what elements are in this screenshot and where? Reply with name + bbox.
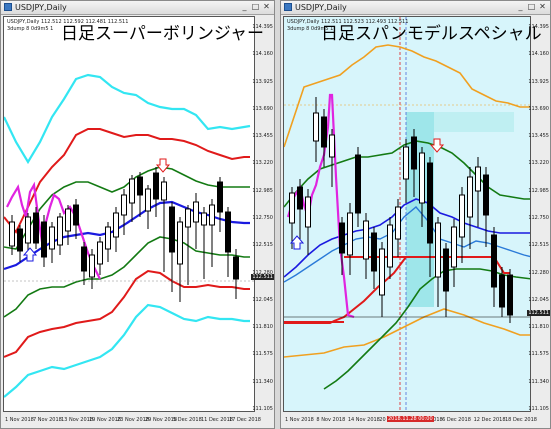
price-tick-label: 111.105 [252, 406, 273, 412]
maximize-button[interactable]: □ [527, 2, 536, 11]
price-tick-label: 113.220 [252, 160, 273, 167]
close-button[interactable]: ✕ [263, 2, 270, 11]
price-tick-label: 113.925 [252, 78, 273, 85]
price-tick-label: 112.515 [528, 242, 549, 249]
window-title-bar[interactable]: USDJPY,Daily _ □ ✕ [1, 1, 274, 15]
chart-window-icon [4, 3, 12, 11]
price-axis[interactable]: 114.395 114.160 113.925 113.690 113.455 113.2… [527, 16, 550, 412]
window-title: USDJPY,Daily [15, 3, 67, 12]
price-tick-label: 112.750 [252, 215, 273, 221]
window-title-bar[interactable]: USDJPY,Daily _ □ ✕ [281, 1, 550, 15]
chart-heading: 日足スパンモデルスペシャル [321, 24, 542, 44]
chart-plot-area[interactable]: USDJPY,Daily 112.511 112.523 112.493 112… [283, 16, 531, 412]
candlestick-series [289, 97, 513, 323]
time-tick-label: 17 Dec 2018 [229, 417, 261, 423]
price-axis[interactable]: 114.395 114.160 113.925 113.690 113.455 113.2… [251, 16, 274, 412]
time-tick-label: 12 Dec 2018 [473, 417, 506, 423]
maximize-button[interactable]: □ [251, 2, 260, 11]
price-tick-label: 111.340 [528, 378, 549, 385]
price-tick-label: 113.690 [252, 105, 273, 112]
price-tick-label: 111.105 [528, 406, 549, 412]
window-title: USDJPY,Daily [295, 3, 347, 12]
lower-2sigma-band [4, 269, 250, 358]
price-tick-label: 111.810 [252, 324, 273, 331]
upper-3sigma-band [4, 73, 251, 165]
time-tick-label: 11 Dec 2018 [201, 417, 233, 423]
ohlc-readout: USDJPY,Daily 112.512 112.592 112.481 112… [7, 19, 129, 25]
selected-time-label: 2018.11.28 00:00 [387, 416, 434, 422]
time-tick-label: 1 Nov 2018 [5, 417, 34, 423]
lower-3sigma-band [4, 303, 250, 398]
price-tick-label: 111.575 [528, 351, 549, 358]
lower-envelope [284, 308, 530, 358]
price-tick-label: 114.160 [528, 51, 549, 58]
price-tick-label: 112.985 [528, 187, 549, 194]
price-tick-label: 112.280 [528, 269, 549, 276]
time-tick-label: 7 Nov 2018 [33, 417, 62, 423]
price-tick-label: 114.395 [252, 24, 273, 30]
price-tick-label: 112.985 [252, 187, 273, 194]
time-tick-label: 1 Nov 2018 [285, 417, 314, 423]
minimize-button[interactable]: _ [518, 2, 523, 11]
price-tick-label: 111.810 [528, 324, 549, 331]
buy-signal-arrow-icon [22, 247, 38, 262]
upper-envelope [284, 44, 530, 148]
price-tick-label: 113.220 [528, 160, 549, 167]
minimize-button[interactable]: _ [242, 2, 247, 11]
time-axis[interactable]: 1 Nov 2018 7 Nov 2018 13 Nov 2018 19 Nov 20… [3, 414, 261, 426]
price-tick-label: 114.160 [252, 51, 273, 58]
time-tick-label: 23 Nov 2018 [117, 417, 150, 423]
chart-window-super-bollinger[interactable]: USDJPY,Daily _ □ ✕ [0, 0, 275, 429]
indicator-readout: 3dump 8 0d9m5 1 [287, 26, 334, 32]
ohlc-readout: USDJPY,Daily 112.511 112.523 112.493 112… [287, 19, 409, 25]
upper-2sigma-band [4, 128, 250, 234]
close-button[interactable]: ✕ [539, 2, 546, 11]
price-tick-label: 113.455 [528, 133, 549, 140]
price-tick-label: 112.045 [252, 296, 273, 303]
upper-span-line [284, 140, 530, 208]
current-price-label: 112.511 [527, 310, 550, 316]
chart-window-icon [284, 3, 292, 11]
lower-1sigma-band [4, 236, 250, 318]
sell-signal-arrow-icon [155, 158, 171, 173]
time-tick-label: 13 Nov 2018 [61, 417, 94, 423]
time-tick-label: 8 Nov 2018 [316, 417, 346, 423]
price-tick-label: 113.925 [528, 78, 549, 85]
time-tick-label: 19 Nov 2018 [89, 417, 122, 423]
price-tick-label: 114.395 [528, 24, 549, 30]
price-tick-label: 113.455 [252, 133, 273, 140]
price-tick-label: 111.575 [252, 351, 273, 358]
chart-heading: 日足スーパーボリンジャー [61, 24, 264, 44]
price-tick-label: 111.340 [252, 378, 273, 385]
time-tick-label: 14 Nov 2018 [347, 417, 380, 423]
price-tick-label: 112.515 [252, 242, 273, 249]
red-span-line [284, 256, 510, 324]
price-tick-label: 112.750 [528, 215, 549, 221]
symbol-info: USDJPY,Daily 112.511 112.523 112.493 112… [287, 19, 408, 33]
price-tick-label: 113.690 [528, 105, 549, 112]
indicator-readout: 3dump 8 0d9m5 1 [7, 26, 54, 32]
chart-window-span-model[interactable]: USDJPY,Daily _ □ ✕ [280, 0, 551, 429]
price-tick-label: 112.045 [528, 296, 549, 303]
span-cloud-top [434, 112, 514, 132]
buy-signal-arrow-icon [289, 235, 305, 250]
chikou-span-line [6, 181, 101, 280]
current-price-label: 112.511 [251, 274, 274, 280]
time-tick-label: 18 Dec 2018 [505, 417, 537, 423]
time-tick-label: 6 Dec 2018 [442, 417, 471, 423]
time-tick-label: 5 Dec 2018 [173, 417, 202, 423]
time-tick-label: 29 Nov 2018 [145, 417, 178, 423]
symbol-info: USDJPY,Daily 112.512 112.592 112.481 112… [7, 19, 128, 33]
price-tick-label: 112.280 [252, 269, 273, 276]
sell-signal-arrow-icon [429, 138, 445, 153]
chart-plot-area[interactable]: USDJPY,Daily 112.512 112.592 112.481 112… [3, 16, 255, 412]
